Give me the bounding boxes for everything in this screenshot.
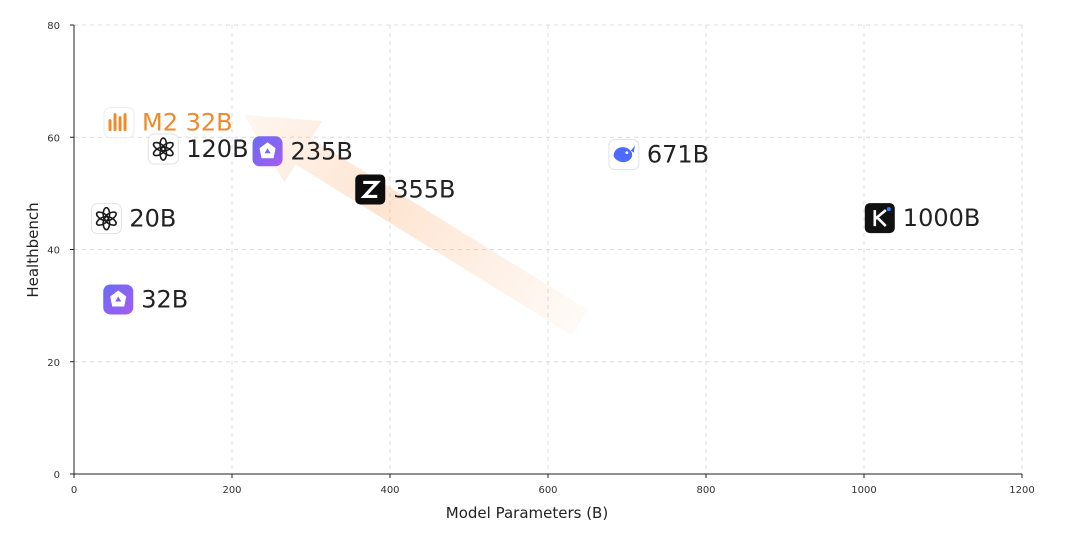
y-tick-label: 60 xyxy=(47,133,60,144)
x-axis-title: Model Parameters (B) xyxy=(446,504,608,522)
data-point: M2 32B xyxy=(103,107,233,139)
y-tick-label: 80 xyxy=(47,21,60,32)
kimi-logo-icon xyxy=(864,203,895,234)
y-tick-label: 0 xyxy=(54,470,60,481)
y-axis-title: Healthbench xyxy=(24,202,42,297)
data-point: 32B xyxy=(103,284,188,315)
point-label: 120B xyxy=(186,135,248,163)
point-label: 235B xyxy=(291,137,353,165)
x-tick-label: 600 xyxy=(538,485,557,496)
data-point: 1000B xyxy=(864,203,981,234)
minimax-logo-icon xyxy=(103,107,135,139)
data-point: 671B xyxy=(608,139,709,171)
y-tick-label: 40 xyxy=(47,246,60,257)
point-label: 32B xyxy=(141,285,188,313)
qwen-logo-icon xyxy=(103,284,134,315)
qwen-logo-icon xyxy=(252,136,283,167)
zhipu-glm-logo-icon xyxy=(355,174,386,205)
data-point: 120B xyxy=(147,133,249,165)
x-tick-label: 800 xyxy=(696,485,715,496)
tick-labels: 0 200 400 600 800 1000 1200 0 20 40 60 80 xyxy=(47,21,1034,496)
data-point: 20B xyxy=(90,203,176,235)
trend-arrow xyxy=(243,114,588,336)
point-label: 671B xyxy=(647,141,709,169)
data-point: 355B xyxy=(355,174,456,205)
data-point: 235B xyxy=(252,136,353,167)
x-tick-label: 200 xyxy=(222,485,241,496)
x-tick-label: 400 xyxy=(380,485,399,496)
y-tick-label: 20 xyxy=(47,358,60,369)
x-tick-label: 1200 xyxy=(1009,485,1034,496)
point-label: 20B xyxy=(129,205,176,233)
x-tick-label: 1000 xyxy=(851,485,876,496)
openai-logo-icon xyxy=(90,203,122,235)
point-label: 1000B xyxy=(903,204,981,232)
deepseek-whale-icon xyxy=(608,139,640,171)
openai-logo-icon xyxy=(147,133,179,165)
grid-lines xyxy=(74,24,1023,474)
x-tick-label: 0 xyxy=(71,485,77,496)
point-label: 355B xyxy=(393,175,455,203)
point-label: M2 32B xyxy=(142,109,233,137)
